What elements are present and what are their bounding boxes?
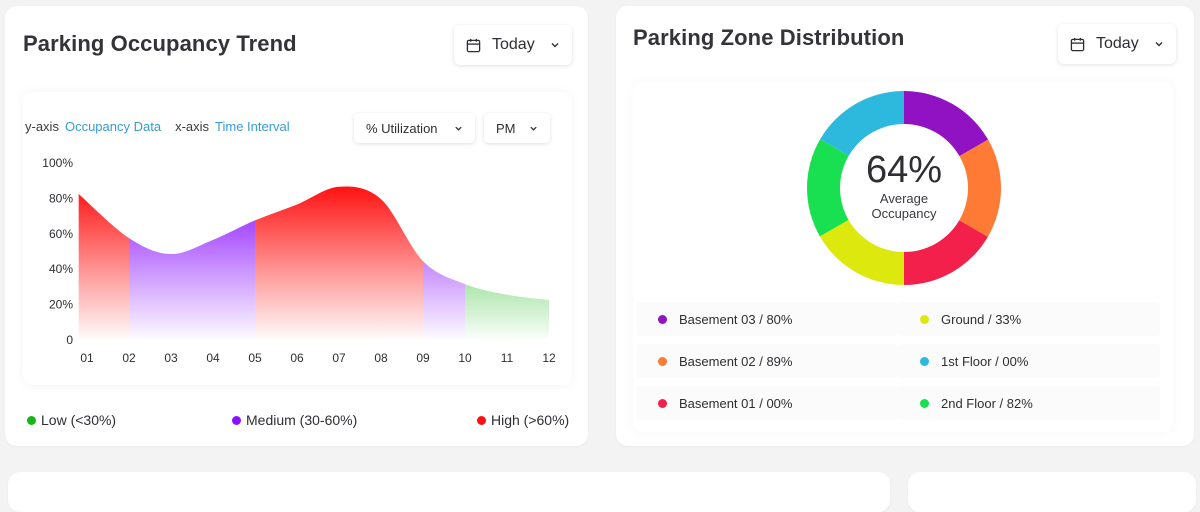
- y-tick-label: 60%: [49, 227, 73, 241]
- zone-distribution-title: Parking Zone Distribution: [633, 25, 905, 50]
- x-tick-label: 03: [164, 351, 178, 365]
- zone-dot: [920, 398, 929, 408]
- x-tick-label: 07: [332, 351, 346, 365]
- chevron-down-icon: [1155, 42, 1163, 47]
- legend-low-label: Low (<30%): [41, 412, 117, 428]
- donut-slice-basement-01: [904, 220, 988, 285]
- legend-medium-dot: [232, 415, 241, 425]
- area-band-high: [255, 186, 423, 339]
- zone-dot: [920, 314, 929, 324]
- average-occupancy-value: 64%: [865, 149, 943, 191]
- area-band-medium: [423, 261, 465, 339]
- donut-slice-ground: [819, 219, 904, 285]
- occupancy-trend-card: Parking Occupancy Trend Today y-axis Occ…: [5, 6, 588, 446]
- zone-label: Basement 01 / 00%: [679, 395, 793, 411]
- y-tick-label: 80%: [49, 191, 73, 205]
- legend-high-dot: [477, 415, 486, 425]
- zone-label: Basement 02 / 89%: [679, 353, 793, 369]
- zone-label: Basement 03 / 80%: [679, 311, 793, 327]
- x-tick-label: 08: [374, 351, 388, 365]
- x-tick-label: 04: [206, 351, 220, 365]
- occupancy-area-chart: 0 20% 40% 60% 80% 100% 01 02 03 04 05 06 07 08 09 10 11…: [42, 156, 556, 365]
- zone-label: 2nd Floor / 82%: [941, 395, 1033, 411]
- legend-low-dot: [27, 415, 36, 425]
- y-tick-label: 20%: [49, 298, 73, 312]
- zone-row-basement-03: Basement 03 / 80%: [636, 302, 898, 336]
- legend-medium: Medium (30-60%): [232, 412, 357, 428]
- zone-dot: [658, 356, 667, 366]
- x-tick-label: 09: [416, 351, 430, 365]
- zone-label: Ground / 33%: [941, 311, 1022, 327]
- area-band-medium: [129, 220, 255, 339]
- area-band-low: [465, 284, 549, 339]
- zone-label: 1st Floor / 00%: [941, 353, 1029, 369]
- period-select-label: PM: [496, 120, 516, 136]
- x-tick-label: 06: [290, 351, 304, 365]
- occupancy-trend-title: Parking Occupancy Trend: [23, 31, 297, 56]
- occupancy-date-button[interactable]: Today: [454, 25, 572, 65]
- legend-high-label: High (>60%): [491, 412, 570, 428]
- calendar-icon: [1070, 37, 1085, 51]
- zone-dot: [658, 398, 667, 408]
- x-axis-value[interactable]: Time Interval: [215, 119, 290, 134]
- x-tick-label: 11: [501, 351, 514, 365]
- y-tick-label: 40%: [49, 262, 73, 276]
- area-band-high: [78, 193, 129, 339]
- x-axis-key: x-axis: [175, 119, 210, 134]
- bottom-card-left: [8, 472, 890, 512]
- average-occupancy-label-1: Average: [879, 191, 929, 206]
- y-axis-value[interactable]: Occupancy Data: [64, 119, 162, 134]
- utilization-select[interactable]: % Utilization: [354, 113, 475, 143]
- zone-row-1st-floor: 1st Floor / 00%: [898, 344, 1160, 378]
- occupancy-date-label: Today: [492, 36, 535, 53]
- zone-donut-chart: [807, 91, 1001, 285]
- donut-center: 64% Average Occupancy: [839, 149, 969, 221]
- calendar-icon: [466, 38, 481, 52]
- x-tick-label: 05: [248, 351, 262, 365]
- y-tick-label: 0: [66, 333, 73, 347]
- period-select[interactable]: PM: [484, 113, 550, 143]
- donut-slice-2nd-floor: [807, 139, 849, 237]
- axis-info: y-axis Occupancy Data x-axis Time Interv…: [25, 119, 298, 134]
- zone-row-basement-02: Basement 02 / 89%: [636, 344, 898, 378]
- x-tick-label: 12: [542, 351, 556, 365]
- legend-low: Low (<30%): [27, 412, 116, 428]
- x-tick-label: 10: [458, 351, 472, 365]
- x-tick-label: 01: [80, 351, 94, 365]
- zone-date-button[interactable]: Today: [1058, 24, 1176, 64]
- zone-row-ground: Ground / 33%: [898, 302, 1160, 336]
- zone-row-basement-01: Basement 01 / 00%: [636, 386, 898, 420]
- chevron-down-icon: [530, 126, 537, 131]
- zone-dot: [920, 356, 929, 366]
- donut-slice-basement-03: [904, 91, 989, 157]
- zone-date-label: Today: [1096, 35, 1139, 52]
- legend-medium-label: Medium (30-60%): [246, 412, 358, 428]
- chevron-down-icon: [551, 43, 559, 48]
- legend-high: High (>60%): [477, 412, 569, 428]
- y-axis-key: y-axis: [25, 119, 59, 134]
- bottom-card-right: [908, 472, 1196, 512]
- x-tick-label: 02: [122, 351, 136, 365]
- utilization-select-label: % Utilization: [366, 120, 438, 136]
- zone-dot: [658, 314, 667, 324]
- donut-slice-basement-02: [959, 139, 1001, 237]
- y-tick-label: 100%: [42, 156, 73, 170]
- chevron-down-icon: [455, 126, 462, 131]
- average-occupancy-label-2: Occupancy: [871, 206, 937, 221]
- zone-row-2nd-floor: 2nd Floor / 82%: [898, 386, 1160, 420]
- zone-distribution-card: Parking Zone Distribution Today 64% Aver…: [616, 6, 1194, 446]
- donut-slice-1st-floor: [820, 91, 904, 156]
